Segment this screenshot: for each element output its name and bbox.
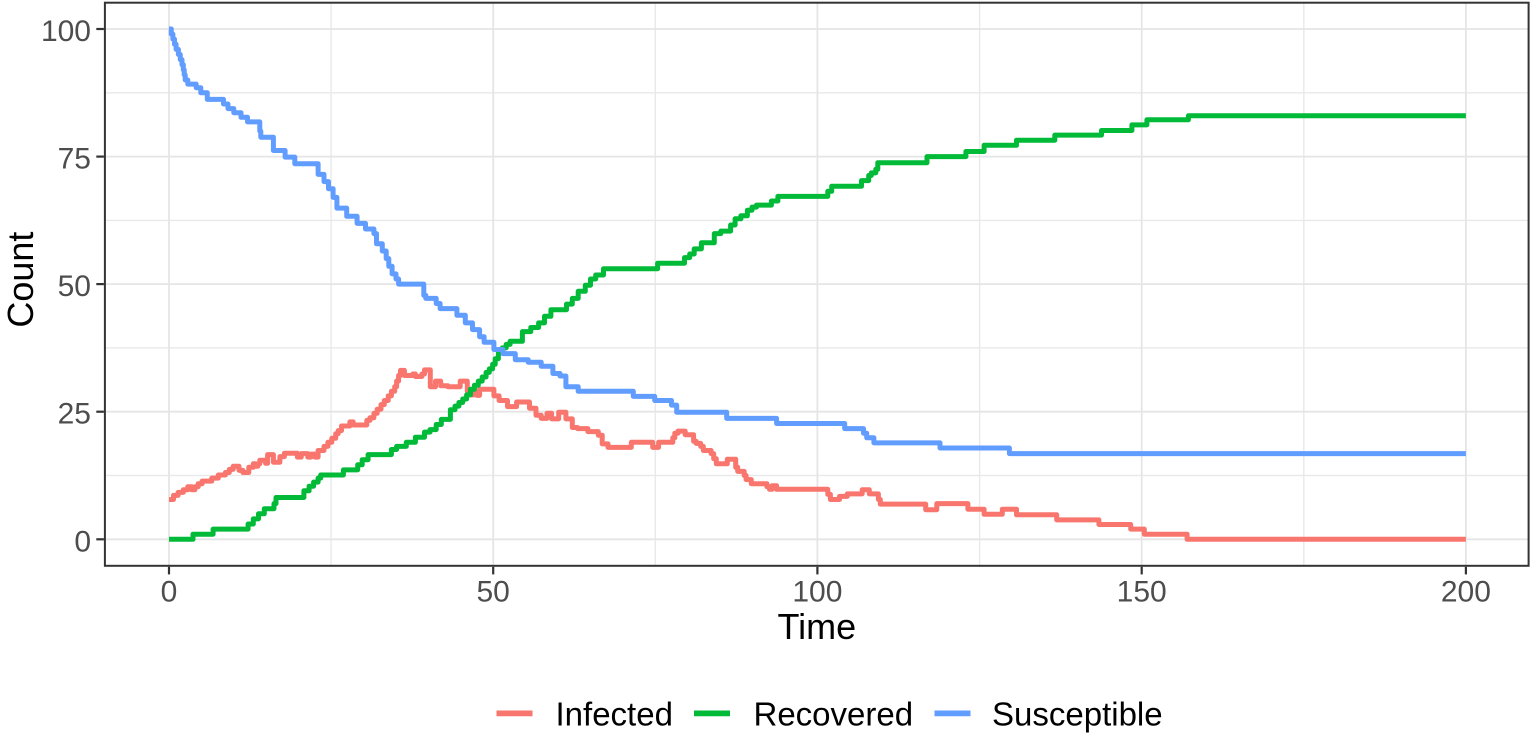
svg-text:200: 200 <box>1441 576 1491 609</box>
svg-text:Susceptible: Susceptible <box>992 695 1163 732</box>
svg-text:Time: Time <box>777 606 856 647</box>
svg-text:50: 50 <box>477 576 510 609</box>
svg-text:25: 25 <box>58 398 91 431</box>
svg-text:0: 0 <box>161 576 178 609</box>
svg-text:150: 150 <box>1117 576 1167 609</box>
svg-text:100: 100 <box>41 15 91 48</box>
svg-text:Infected: Infected <box>556 695 673 732</box>
svg-text:50: 50 <box>58 270 91 303</box>
svg-text:75: 75 <box>58 143 91 176</box>
svg-text:0: 0 <box>74 525 91 558</box>
svg-text:100: 100 <box>792 576 842 609</box>
svg-text:Count: Count <box>0 232 41 328</box>
svg-text:Recovered: Recovered <box>754 695 914 732</box>
